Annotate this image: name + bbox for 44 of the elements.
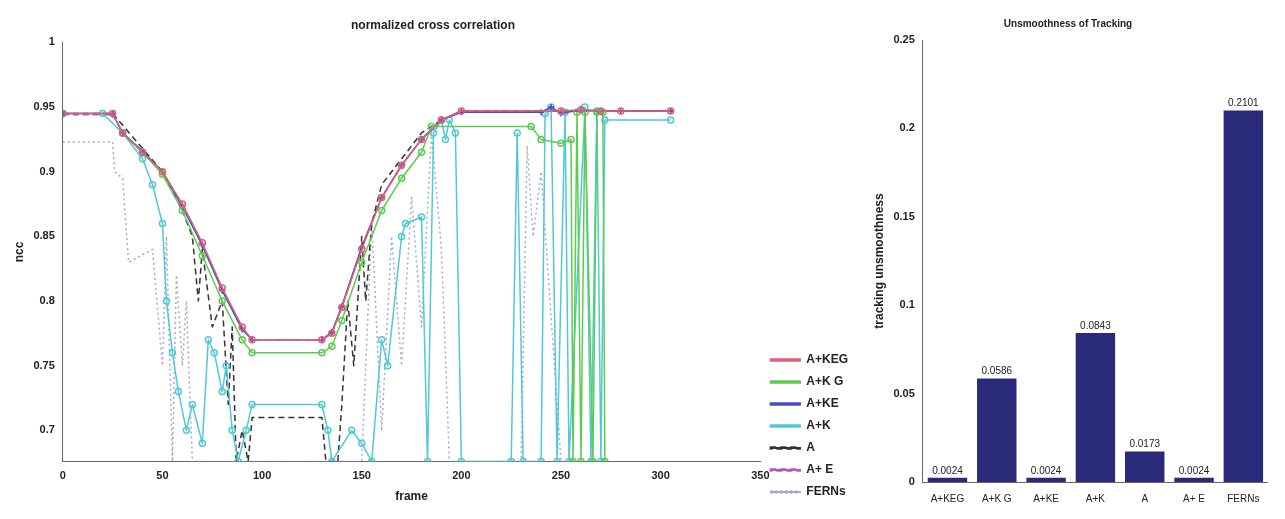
chart-title: normalized cross correlation <box>350 17 516 32</box>
y-tick-label: 0.15 <box>893 209 915 222</box>
y-tick-label: 0.9 <box>39 164 55 177</box>
x-tick-label: A <box>1141 492 1149 504</box>
data-label: 0.0586 <box>981 365 1013 377</box>
x-tick-label: 150 <box>352 469 371 482</box>
x-tick-label: FERNs <box>1227 492 1260 504</box>
x-tick-label: 300 <box>651 469 670 482</box>
chart-title: Unsmoothness of Tracking <box>1003 17 1133 29</box>
data-label: 0.0024 <box>932 464 964 476</box>
y-axis-title: tracking unsmoothness <box>871 193 886 329</box>
x-tick-label: 350 <box>751 469 770 482</box>
x-tick-label: 100 <box>252 469 272 482</box>
data-label: 0.0173 <box>1129 438 1161 450</box>
data-label: 0.2101 <box>1228 97 1260 109</box>
x-tick-label: 0 <box>59 469 66 482</box>
data-label: 0.0024 <box>1030 464 1062 476</box>
y-tick-label: 0.85 <box>33 229 55 242</box>
x-tick-label: A+KE <box>1033 492 1060 504</box>
data-label: 0.0024 <box>1178 464 1210 476</box>
x-tick-label: A+K G <box>981 492 1012 504</box>
legend-label: A+K <box>806 418 831 433</box>
y-tick-label: 0.05 <box>893 386 915 399</box>
y-tick-label: 1 <box>48 35 55 48</box>
y-tick-label: 0.25 <box>893 33 915 46</box>
x-tick-label: 200 <box>452 469 471 482</box>
y-tick-label: 0.1 <box>899 298 915 311</box>
y-tick-label: 0.7 <box>39 423 55 436</box>
legend-label: A <box>806 440 816 455</box>
x-tick-label: 50 <box>156 469 169 482</box>
y-tick-label: 0.95 <box>33 100 55 113</box>
x-tick-label: A+K <box>1085 492 1106 504</box>
y-tick-label: 0.8 <box>39 294 55 307</box>
data-label: 0.0843 <box>1080 319 1112 331</box>
x-tick-label: 250 <box>551 469 571 482</box>
x-tick-label: A+KEG <box>930 492 965 504</box>
x-tick-label: A+ E <box>1183 492 1206 504</box>
y-tick-label: 0.2 <box>899 121 915 134</box>
legend-label: A+K G <box>806 374 844 389</box>
y-axis-title: ncc <box>11 241 26 263</box>
y-tick-label: 0.75 <box>33 358 55 371</box>
x-axis-title: frame <box>395 489 429 504</box>
legend-label: A+KEG <box>806 352 849 367</box>
legend-label: A+KE <box>806 396 839 411</box>
